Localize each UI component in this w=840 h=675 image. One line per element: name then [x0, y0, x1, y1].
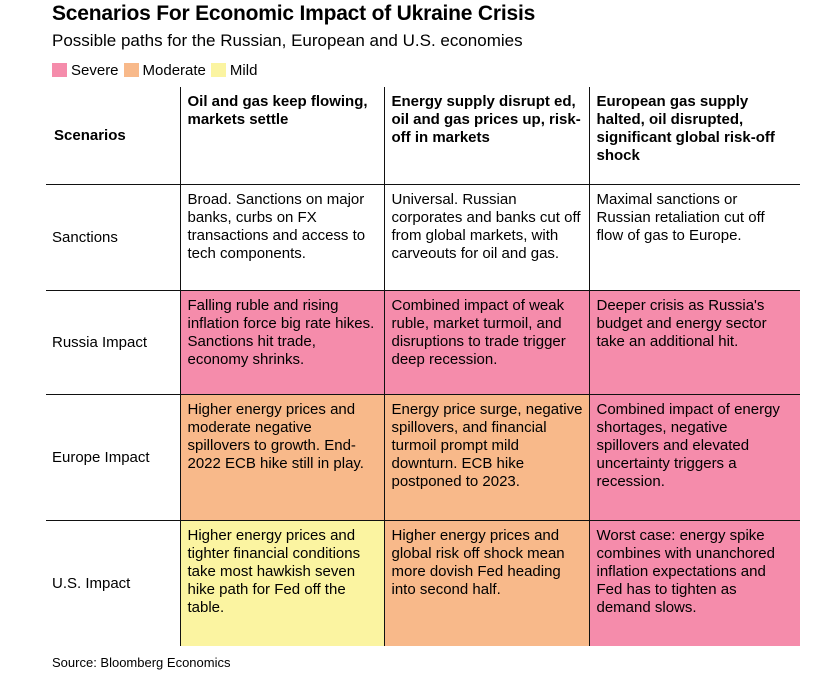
column-header: Energy supply disrupt ed, oil and gas pr… [383, 87, 590, 185]
column-header: European gas supply halted, oil disrupte… [588, 87, 800, 185]
table-cell: Maximal sanctions or Russian retaliation… [588, 183, 800, 291]
source-note: Source: Bloomberg Economics [52, 655, 231, 670]
table-cell: Broad. Sanctions on major banks, curbs o… [179, 183, 385, 291]
legend-swatch-mild [210, 63, 226, 77]
legend-label-severe: Severe [71, 61, 119, 79]
table-cell: Universal. Russian corporates and banks … [383, 183, 590, 291]
table-cell: Higher energy prices and global risk off… [383, 519, 590, 646]
legend-swatch-moderate [123, 63, 139, 77]
table-row: U.S. Impact Higher energy prices and tig… [46, 519, 800, 646]
legend-item-severe: Severe [52, 62, 119, 79]
legend-item-moderate: Moderate [123, 61, 206, 79]
corner-header: Scenarios [46, 87, 181, 185]
table-cell: Falling ruble and rising inflation force… [179, 289, 385, 395]
row-header: U.S. Impact [46, 519, 181, 646]
table-cell: Deeper crisis as Russia's budget and ene… [588, 289, 800, 395]
table-cell: Energy price surge, negative spillovers,… [383, 393, 590, 521]
table-row: Russia Impact Falling ruble and rising i… [46, 289, 800, 395]
column-header: Oil and gas keep flowing, markets settle [179, 87, 385, 185]
legend: Severe Moderate Mild [52, 60, 262, 80]
legend-swatch-severe [52, 63, 67, 77]
row-header: Sanctions [46, 183, 181, 291]
table-cell: Higher energy prices and moderate negati… [179, 393, 385, 521]
row-header: Russia Impact [46, 289, 181, 395]
row-header: Europe Impact [46, 393, 181, 521]
legend-item-mild: Mild [210, 61, 258, 79]
table-row: Europe Impact Higher energy prices and m… [46, 393, 800, 521]
chart-subtitle: Possible paths for the Russian, European… [52, 31, 523, 50]
table-row: Sanctions Broad. Sanctions on major bank… [46, 183, 800, 291]
chart-title: Scenarios For Economic Impact of Ukraine… [52, 2, 536, 25]
table-cell: Worst case: energy spike combines with u… [588, 519, 800, 646]
scenario-table: Scenarios Oil and gas keep flowing, mark… [46, 87, 800, 646]
legend-label-mild: Mild [229, 61, 258, 79]
table-cell: Higher energy prices and tighter financi… [179, 519, 385, 646]
table-header-row: Scenarios Oil and gas keep flowing, mark… [46, 87, 800, 185]
table-cell: Combined impact of weak ruble, market tu… [383, 289, 590, 395]
table-cell: Combined impact of energy shortages, neg… [588, 393, 800, 521]
legend-label-moderate: Moderate [142, 61, 206, 79]
